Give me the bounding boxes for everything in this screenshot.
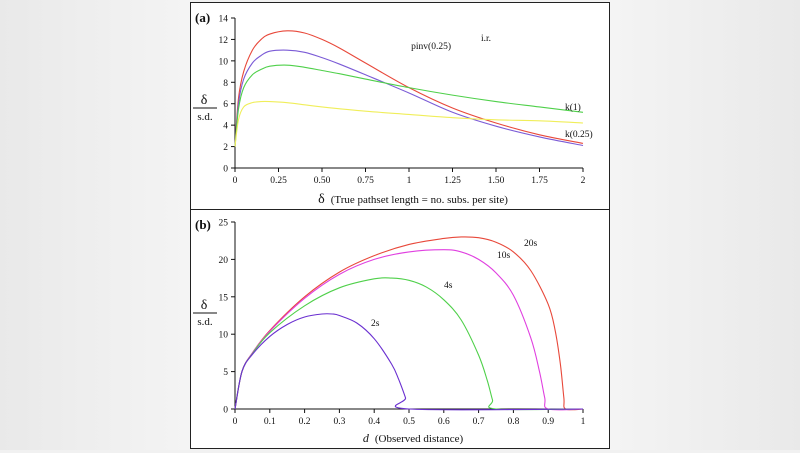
panel-b-xlabel-text: (Observed distance) bbox=[375, 433, 464, 445]
panel-a-series-pinv-0-25 bbox=[234, 49, 584, 147]
panel-a-series-k-0-25 bbox=[234, 100, 584, 147]
panel-a-y-tick-label: 4 bbox=[223, 122, 228, 132]
panel-b-x-tick-label: 0.1 bbox=[264, 417, 276, 427]
panel-b-y-tick-label: 20 bbox=[219, 256, 229, 266]
panel-a-x-tick-label: 1 bbox=[407, 176, 412, 186]
panel-b-curves bbox=[234, 236, 584, 411]
panel-b-x-tick-label: 1 bbox=[581, 417, 586, 427]
panel-b-curve-labels: 20s 10s 4s 2s bbox=[371, 239, 538, 329]
panel-a-series-k-1 bbox=[234, 64, 584, 147]
panel-b-series-10s bbox=[234, 249, 584, 411]
panel-b-x-tick-label: 0.9 bbox=[542, 417, 554, 427]
panel-b-x-tick-label: 0.6 bbox=[438, 417, 450, 427]
panel-a-y-tick-label: 10 bbox=[219, 57, 229, 67]
chart-a-svg: (a) δ s.d. δ (True pathset length = no. s… bbox=[193, 10, 593, 207]
panel-a-x-tick-label: 0.50 bbox=[314, 176, 331, 186]
panel-a-curves bbox=[234, 30, 584, 147]
panel-b-y-tick-label: 25 bbox=[219, 219, 229, 229]
panel-b-y-tick-label: 0 bbox=[223, 406, 228, 416]
panel-a-y-tick-label: 14 bbox=[219, 15, 229, 25]
panel-a-label: (a) bbox=[195, 10, 210, 25]
panel-b-x-tick-label: 0.2 bbox=[299, 417, 311, 427]
panel-a-series-i-r bbox=[234, 30, 584, 147]
panel-a-y-tick-label: 6 bbox=[223, 100, 228, 110]
background-left bbox=[0, 0, 190, 450]
panel-a-y-tick-label: 0 bbox=[223, 165, 228, 175]
panel-a-curve-label: k(1) bbox=[565, 102, 581, 113]
panel-b-series-4s bbox=[234, 277, 584, 411]
panel-a: (a) δ s.d. δ (True pathset length = no. s… bbox=[190, 2, 610, 210]
panel-b-y-tick-label: 5 bbox=[223, 368, 228, 378]
panel-b: (b) δ s.d. d (Observed distance) 0 0.1 0.2 0… bbox=[190, 209, 610, 449]
panel-a-curve-label: i.r. bbox=[481, 34, 491, 44]
panel-a-curve-label: pinv(0.25) bbox=[411, 41, 451, 52]
panel-a-curve-labels: i.r. pinv(0.25) k(1) k(0.25) bbox=[411, 34, 593, 140]
panel-b-x-tick-label: 0 bbox=[233, 417, 238, 427]
panel-b-curve-label: 20s bbox=[524, 239, 538, 249]
panel-b-x-tick-label: 0.4 bbox=[368, 417, 380, 427]
panel-a-x-tick-label: 1.50 bbox=[488, 176, 505, 186]
panel-a-y-tick-label: 12 bbox=[219, 36, 229, 46]
panel-b-series-20s bbox=[234, 236, 584, 411]
panel-a-ylabel-top: δ bbox=[201, 93, 208, 108]
panel-b-ylabel-bottom: s.d. bbox=[197, 316, 213, 328]
panel-a-ylabel-bottom: s.d. bbox=[197, 111, 213, 123]
panel-b-xlabel-symbol: d bbox=[363, 431, 370, 445]
panel-a-x-tick-label: 0 bbox=[233, 176, 238, 186]
panel-b-y-tick-label: 10 bbox=[219, 331, 229, 341]
panel-a-y-tick-label: 8 bbox=[223, 79, 228, 89]
panel-a-x-tick-label: 0.25 bbox=[270, 176, 287, 186]
panel-a-xlabel-text: (True pathset length = no. subs. per sit… bbox=[331, 194, 509, 206]
panel-b-x-tick-label: 0.7 bbox=[473, 417, 485, 427]
panel-b-y-tick-label: 15 bbox=[219, 293, 229, 303]
panel-a-x-tick-label: 0.75 bbox=[357, 176, 374, 186]
panel-a-curve-label: k(0.25) bbox=[565, 129, 593, 140]
panel-a-xlabel: δ (True pathset length = no. subs. per si… bbox=[318, 192, 508, 207]
chart-b-svg: (b) δ s.d. d (Observed distance) 0 0.1 0.2 0… bbox=[193, 217, 586, 445]
panel-b-x-tick-label: 0.8 bbox=[507, 417, 519, 427]
panel-a-axes: 0 0.25 0.50 0.75 1 1.25 1.50 1.75 2 0 2 4 6 8 10 12 14 bbox=[219, 15, 586, 187]
panel-a-x-tick-label: 1.25 bbox=[444, 176, 461, 186]
panel-b-curve-label: 10s bbox=[497, 251, 511, 261]
panel-b-series-2s bbox=[234, 313, 584, 411]
panel-b-curve-label: 4s bbox=[444, 281, 453, 291]
panel-a-y-tick-label: 2 bbox=[223, 143, 228, 153]
panel-b-xlabel: d (Observed distance) bbox=[363, 431, 464, 445]
panel-a-x-tick-label: 2 bbox=[581, 176, 586, 186]
panel-a-x-tick-label: 1.75 bbox=[531, 176, 548, 186]
panel-b-x-tick-label: 0.5 bbox=[403, 417, 415, 427]
background-right bbox=[610, 0, 800, 450]
panel-b-x-tick-label: 0.3 bbox=[333, 417, 345, 427]
panel-b-ylabel-top: δ bbox=[201, 298, 208, 313]
panel-a-xlabel-symbol: δ bbox=[318, 192, 325, 207]
panel-b-curve-label: 2s bbox=[371, 319, 380, 329]
panel-b-label: (b) bbox=[195, 217, 211, 232]
